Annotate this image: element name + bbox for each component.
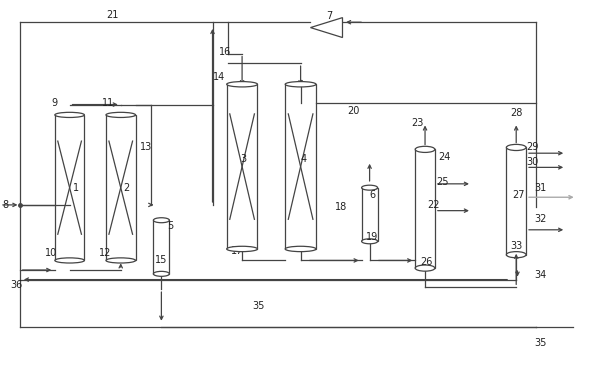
Ellipse shape <box>362 185 378 190</box>
Ellipse shape <box>106 258 136 263</box>
Ellipse shape <box>506 252 526 258</box>
Text: 27: 27 <box>513 190 525 200</box>
Ellipse shape <box>285 82 316 87</box>
Text: 13: 13 <box>140 142 153 152</box>
Text: 9: 9 <box>51 98 57 108</box>
Text: 21: 21 <box>106 10 118 20</box>
Bar <box>227 84 257 249</box>
Bar <box>362 188 378 241</box>
Text: 1: 1 <box>73 183 79 193</box>
Text: 32: 32 <box>534 214 546 224</box>
Ellipse shape <box>415 146 435 152</box>
Text: 19: 19 <box>366 232 378 242</box>
Bar <box>415 149 435 268</box>
Text: 20: 20 <box>347 106 359 116</box>
Ellipse shape <box>153 218 169 223</box>
Text: 36: 36 <box>10 280 22 290</box>
Text: 31: 31 <box>534 183 546 193</box>
Text: 28: 28 <box>510 108 522 118</box>
Text: 33: 33 <box>510 241 522 251</box>
Text: 2: 2 <box>123 183 129 193</box>
Text: 26: 26 <box>420 257 432 267</box>
Ellipse shape <box>55 112 84 118</box>
Bar <box>106 115 136 260</box>
Text: 34: 34 <box>534 270 546 280</box>
Text: 4: 4 <box>301 154 307 164</box>
Text: 29: 29 <box>526 142 538 152</box>
Text: 6: 6 <box>370 190 376 200</box>
Text: 10: 10 <box>45 248 57 258</box>
Text: 24: 24 <box>439 152 451 162</box>
Bar <box>55 115 84 260</box>
Bar <box>506 147 526 255</box>
Text: 11: 11 <box>102 98 114 108</box>
Ellipse shape <box>506 144 526 151</box>
Ellipse shape <box>227 246 257 252</box>
Text: 16: 16 <box>219 47 232 57</box>
Text: 5: 5 <box>168 221 174 231</box>
Ellipse shape <box>227 82 257 87</box>
Text: 35: 35 <box>253 301 265 311</box>
Text: 30: 30 <box>526 157 538 167</box>
Text: 8: 8 <box>2 200 9 210</box>
Text: 35: 35 <box>534 338 546 348</box>
Ellipse shape <box>415 265 435 271</box>
Ellipse shape <box>362 239 378 244</box>
Text: 14: 14 <box>213 72 225 82</box>
Text: 15: 15 <box>155 255 168 265</box>
Bar <box>285 84 316 249</box>
Ellipse shape <box>285 246 316 252</box>
Ellipse shape <box>55 258 84 263</box>
Ellipse shape <box>153 271 169 277</box>
Text: 18: 18 <box>334 202 347 212</box>
Text: 17: 17 <box>231 246 243 256</box>
Bar <box>153 220 169 274</box>
Text: 12: 12 <box>99 248 111 258</box>
Text: 22: 22 <box>427 200 439 210</box>
Polygon shape <box>310 18 342 38</box>
Text: 23: 23 <box>411 118 424 128</box>
Text: 25: 25 <box>436 177 448 187</box>
Text: 3: 3 <box>240 154 246 164</box>
Text: 7: 7 <box>326 11 333 21</box>
Ellipse shape <box>106 112 136 118</box>
